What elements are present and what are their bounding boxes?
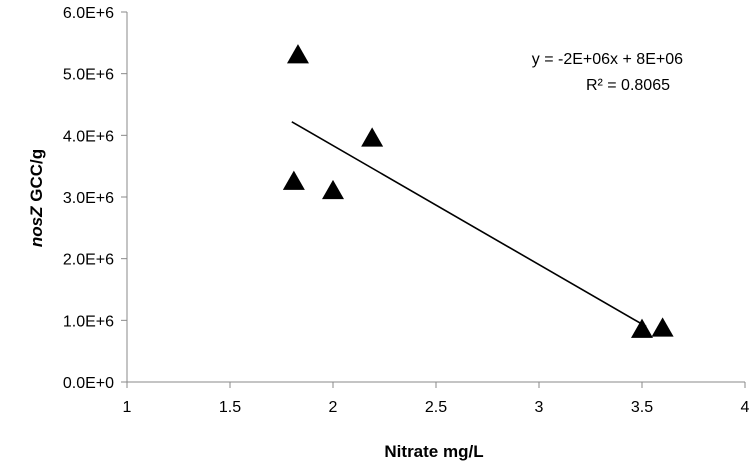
- x-tick-label: 2: [329, 399, 338, 416]
- x-tick-label: 1.5: [219, 399, 241, 416]
- y-tick-label: 4.0E+6: [63, 128, 114, 145]
- data-point-triangle: [651, 317, 674, 337]
- data-point-triangle: [361, 127, 384, 147]
- x-tick-label: 3.5: [631, 399, 653, 416]
- x-tick-label: 2.5: [425, 399, 447, 416]
- x-axis-title: Nitrate mg/L: [384, 442, 483, 461]
- x-tick-label: 4: [741, 399, 750, 416]
- x-tick-label: 1: [123, 399, 132, 416]
- tick-labels: 1 1.5 2 2.5 3 3.5 4 0.0E+0 1.0E+6 2.0E+6 3.0E+6 4.0…: [63, 5, 750, 416]
- y-tick-label: 5.0E+6: [63, 67, 114, 84]
- y-tick-label: 2.0E+6: [63, 252, 114, 269]
- y-axis-title-italic: nosZ: [27, 206, 46, 247]
- data-points: [282, 44, 674, 338]
- trendline: [291, 121, 647, 328]
- data-point-triangle: [631, 318, 653, 338]
- data-point-triangle: [282, 170, 305, 190]
- y-axis-title: nosZ GCC/g: [27, 149, 46, 247]
- data-point-triangle: [286, 44, 309, 64]
- y-tick-label: 0.0E+0: [63, 375, 114, 392]
- x-tick-label: 3: [535, 399, 544, 416]
- y-tick-label: 1.0E+6: [63, 313, 114, 330]
- data-point-triangle: [322, 179, 344, 200]
- y-axis-title-rest: GCC/g: [27, 149, 46, 207]
- trendline-equation: y = -2E+06x + 8E+06: [532, 51, 683, 68]
- y-tick-label: 3.0E+6: [63, 190, 114, 207]
- r-squared-label: R² = 0.8065: [586, 77, 670, 94]
- y-tick-label: 6.0E+6: [63, 5, 114, 22]
